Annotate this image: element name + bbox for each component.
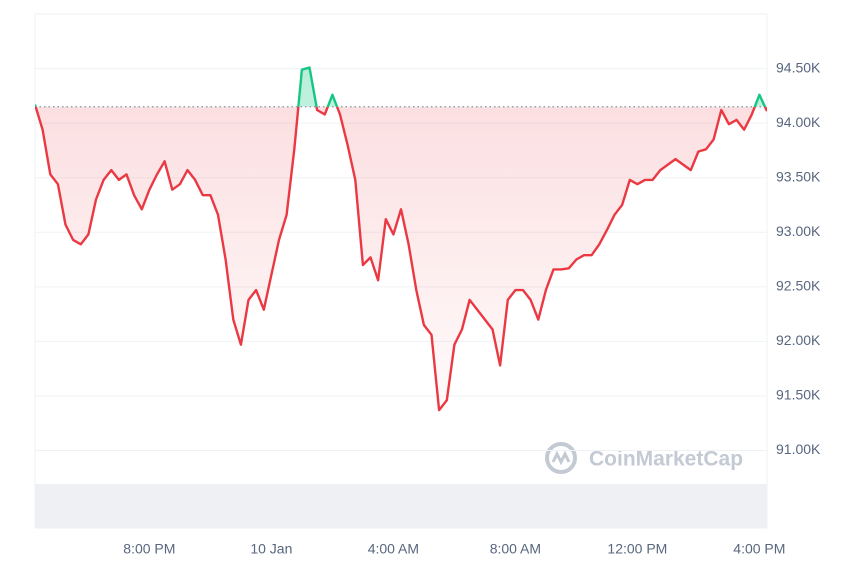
y-tick-label: 92.50K	[776, 278, 821, 294]
y-tick-label: 91.00K	[776, 441, 821, 457]
y-tick-label: 92.00K	[776, 332, 821, 348]
area-below	[35, 106, 767, 411]
x-tick-label: 8:00 AM	[490, 541, 541, 557]
price-line-down	[35, 106, 767, 412]
y-tick-label: 93.50K	[776, 168, 821, 184]
y-tick-label: 94.50K	[776, 59, 821, 75]
watermark-logo	[545, 442, 577, 474]
x-tick-label: 8:00 PM	[123, 541, 175, 557]
watermark: CoinMarketCap	[589, 448, 743, 471]
y-tick-label: 91.50K	[776, 387, 821, 403]
x-tick-label: 12:00 PM	[607, 541, 667, 557]
volume-band	[35, 484, 767, 528]
y-tick-label: 94.00K	[776, 114, 821, 130]
x-tick-label: 4:00 AM	[368, 541, 419, 557]
x-tick-label: 4:00 PM	[733, 541, 785, 557]
y-tick-label: 93.00K	[776, 223, 821, 239]
x-tick-label: 10 Jan	[250, 541, 292, 557]
